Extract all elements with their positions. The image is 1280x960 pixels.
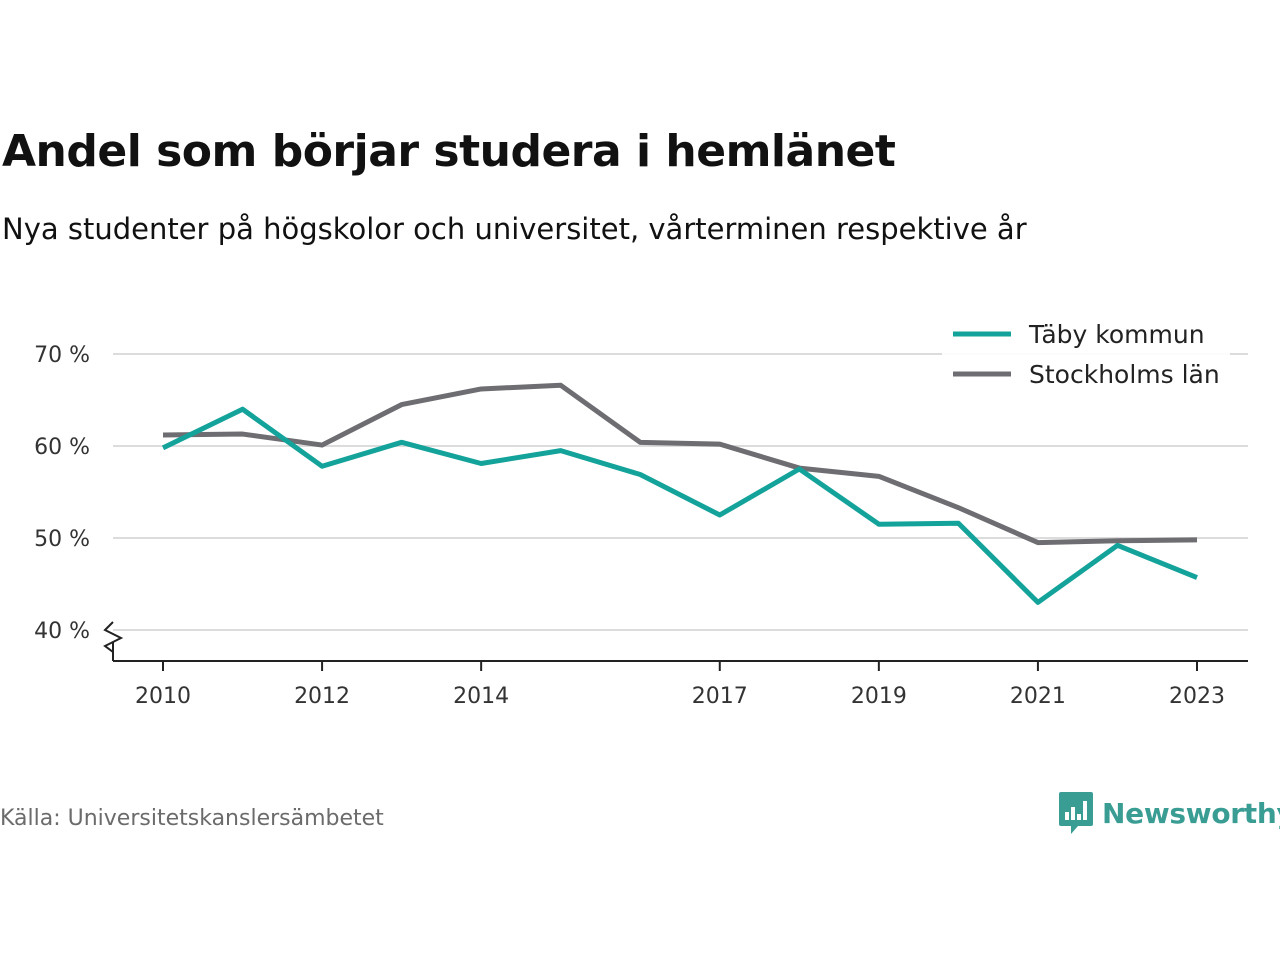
legend-label: Stockholms län (1029, 360, 1220, 389)
series-line-stockholm (162, 382, 1198, 546)
x-tick-label: 2010 (135, 684, 191, 709)
brand-name: Newsworthy (1102, 796, 1280, 830)
series-lines (161, 382, 1198, 605)
legend-background (942, 314, 1230, 400)
source-note: Källa: Universitetskanslersämbetet (0, 806, 384, 831)
brand-logo: Newsworthy (1058, 790, 1280, 836)
y-axis-labels: 40 % 50 % 60 % 70 % (34, 343, 90, 644)
legend-label: Täby kommun (1028, 320, 1205, 349)
newsworthy-logo-icon (1059, 792, 1093, 834)
axis-break-mark (103, 621, 124, 653)
legend: Täby kommun Stockholms län (942, 314, 1230, 400)
chart-title: Andel som börjar studera i hemlänet (2, 126, 896, 177)
x-tick-label: 2019 (851, 684, 907, 709)
chart-subtitle: Nya studenter på högskolor och universit… (2, 212, 1027, 246)
x-tick-label: 2021 (1010, 684, 1066, 709)
x-tick-label: 2014 (453, 684, 509, 709)
x-tick-label: 2017 (692, 684, 748, 709)
x-tick-label: 2023 (1169, 684, 1225, 709)
line-chart: 40 % 50 % 60 % 70 % 2010 2012 2014 2017 2019 202… (34, 314, 1248, 709)
y-tick-label: 50 % (34, 527, 90, 552)
y-tick-label: 60 % (34, 435, 90, 460)
series-line-taby (161, 406, 1198, 605)
y-tick-label: 70 % (34, 343, 90, 368)
x-axis-labels: 2010 2012 2014 2017 2019 2021 2023 (135, 684, 1225, 709)
axes (103, 621, 1248, 671)
y-tick-label: 40 % (34, 619, 90, 644)
x-tick-label: 2012 (294, 684, 350, 709)
